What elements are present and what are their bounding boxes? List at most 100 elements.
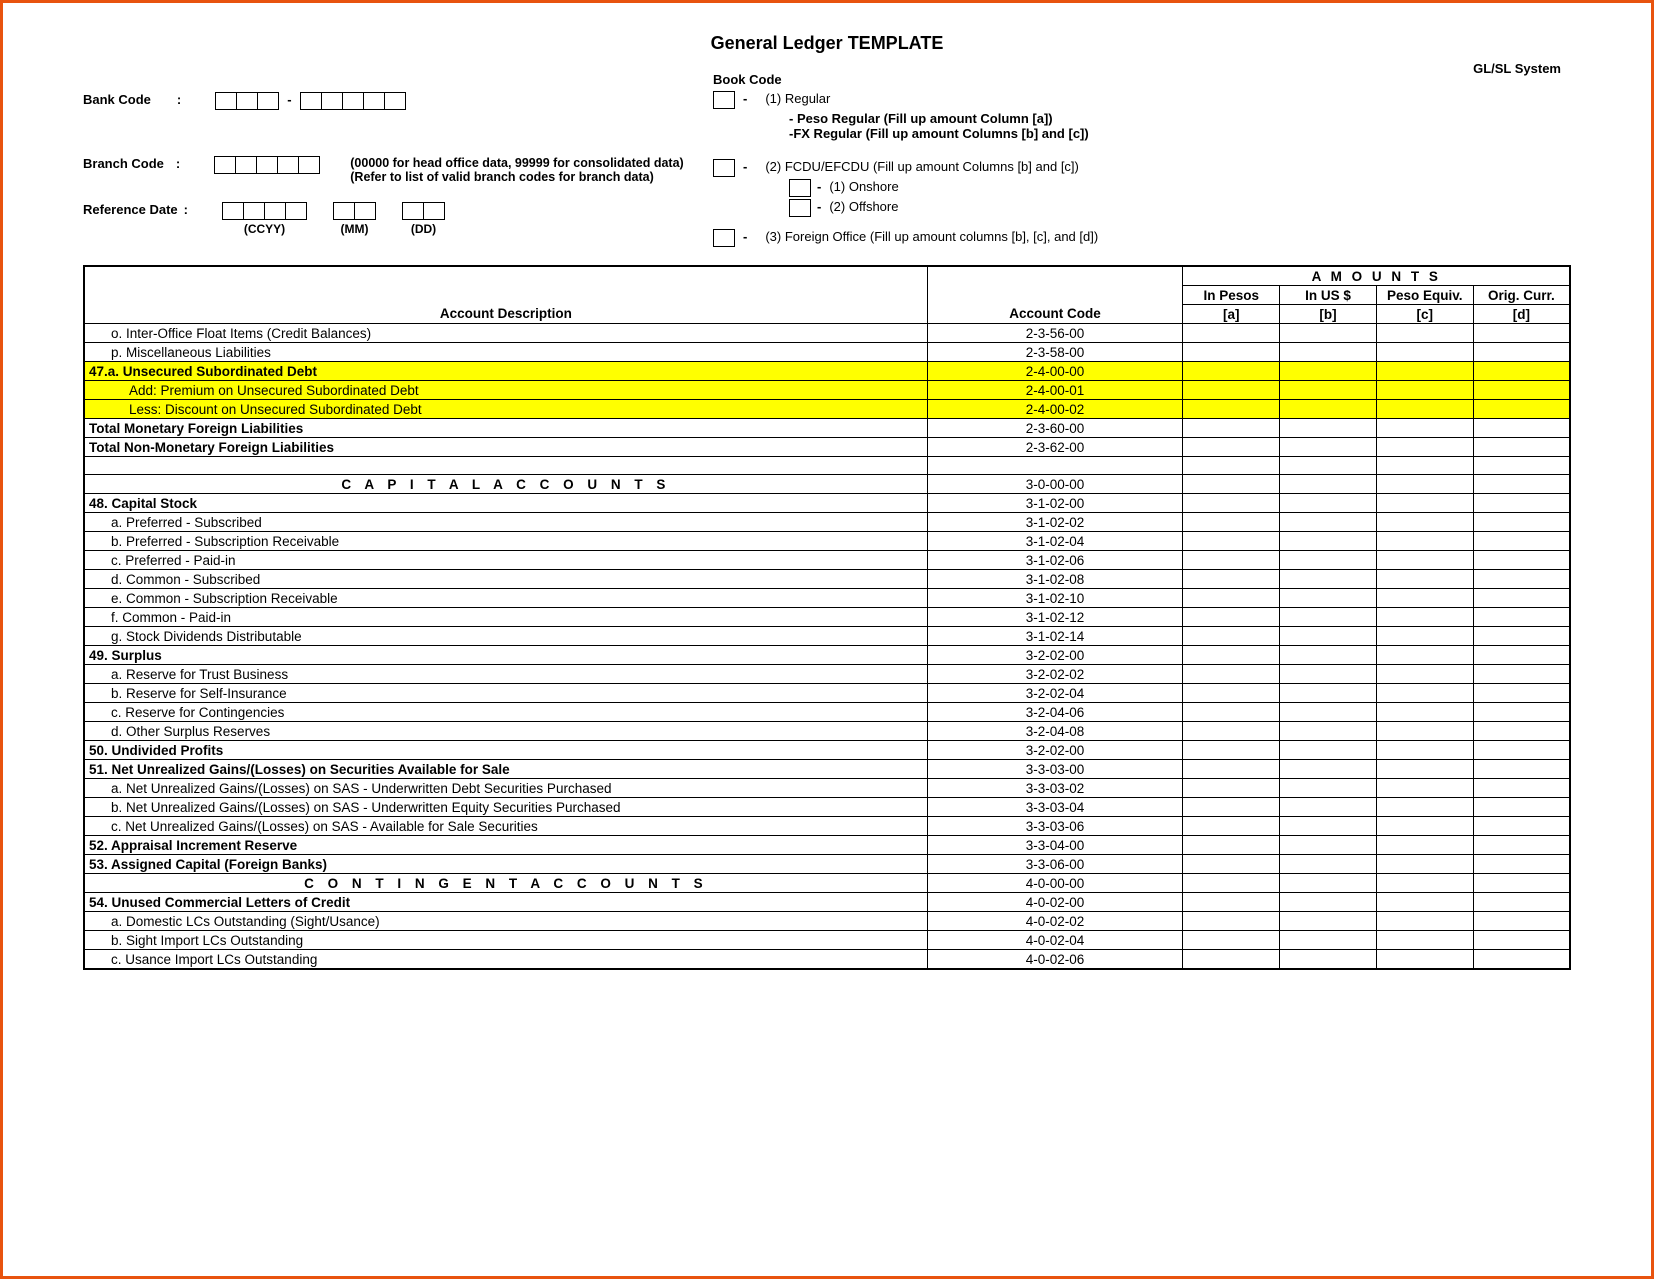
book-box-1[interactable] bbox=[713, 91, 735, 109]
cell-amount[interactable] bbox=[1183, 836, 1280, 855]
cell-amount[interactable] bbox=[1183, 589, 1280, 608]
cell-amount[interactable] bbox=[1183, 494, 1280, 513]
cell-amount[interactable] bbox=[1183, 684, 1280, 703]
cell-amount[interactable] bbox=[1280, 779, 1377, 798]
cell-amount[interactable] bbox=[1183, 893, 1280, 912]
cell-amount[interactable] bbox=[1376, 551, 1473, 570]
cell-amount[interactable] bbox=[1473, 950, 1570, 970]
cell-amount[interactable] bbox=[1473, 627, 1570, 646]
cell-amount[interactable] bbox=[1473, 532, 1570, 551]
cell-amount[interactable] bbox=[1376, 665, 1473, 684]
cell-amount[interactable] bbox=[1280, 362, 1377, 381]
cell-amount[interactable] bbox=[1280, 494, 1377, 513]
cell-amount[interactable] bbox=[1376, 646, 1473, 665]
cell-amount[interactable] bbox=[1280, 324, 1377, 343]
cell-amount[interactable] bbox=[1280, 608, 1377, 627]
cell-amount[interactable] bbox=[1376, 532, 1473, 551]
cell-amount[interactable] bbox=[1473, 381, 1570, 400]
cell-amount[interactable] bbox=[1473, 419, 1570, 438]
cell-amount[interactable] bbox=[1376, 912, 1473, 931]
cell-amount[interactable] bbox=[1376, 475, 1473, 494]
cell-amount[interactable] bbox=[1280, 532, 1377, 551]
cell-amount[interactable] bbox=[1473, 646, 1570, 665]
cell-amount[interactable] bbox=[1473, 589, 1570, 608]
mm-boxes[interactable] bbox=[333, 202, 376, 220]
cell-amount[interactable] bbox=[1376, 627, 1473, 646]
cell-amount[interactable] bbox=[1183, 931, 1280, 950]
cell-amount[interactable] bbox=[1183, 874, 1280, 893]
bank-code-boxes-2[interactable] bbox=[300, 92, 406, 110]
cell-amount[interactable] bbox=[1183, 324, 1280, 343]
cell-amount[interactable] bbox=[1376, 457, 1473, 475]
cell-amount[interactable] bbox=[1280, 343, 1377, 362]
cell-amount[interactable] bbox=[1280, 589, 1377, 608]
cell-amount[interactable] bbox=[1473, 438, 1570, 457]
cell-amount[interactable] bbox=[1280, 551, 1377, 570]
cell-amount[interactable] bbox=[1376, 324, 1473, 343]
cell-amount[interactable] bbox=[1376, 419, 1473, 438]
cell-amount[interactable] bbox=[1280, 741, 1377, 760]
cell-amount[interactable] bbox=[1376, 381, 1473, 400]
cell-amount[interactable] bbox=[1376, 798, 1473, 817]
cell-amount[interactable] bbox=[1473, 874, 1570, 893]
cell-amount[interactable] bbox=[1473, 570, 1570, 589]
book-box-3[interactable] bbox=[713, 229, 735, 247]
branch-code-boxes[interactable] bbox=[214, 156, 320, 174]
cell-amount[interactable] bbox=[1473, 703, 1570, 722]
cell-amount[interactable] bbox=[1473, 798, 1570, 817]
cell-amount[interactable] bbox=[1473, 475, 1570, 494]
cell-amount[interactable] bbox=[1376, 608, 1473, 627]
cell-amount[interactable] bbox=[1183, 798, 1280, 817]
cell-amount[interactable] bbox=[1183, 665, 1280, 684]
cell-amount[interactable] bbox=[1473, 665, 1570, 684]
cell-amount[interactable] bbox=[1280, 722, 1377, 741]
cell-amount[interactable] bbox=[1376, 836, 1473, 855]
cell-amount[interactable] bbox=[1183, 646, 1280, 665]
cell-amount[interactable] bbox=[1183, 627, 1280, 646]
cell-amount[interactable] bbox=[1376, 722, 1473, 741]
cell-amount[interactable] bbox=[1280, 400, 1377, 419]
dd-boxes[interactable] bbox=[402, 202, 445, 220]
cell-amount[interactable] bbox=[1183, 570, 1280, 589]
cell-amount[interactable] bbox=[1183, 779, 1280, 798]
cell-amount[interactable] bbox=[1183, 703, 1280, 722]
cell-amount[interactable] bbox=[1183, 551, 1280, 570]
cell-amount[interactable] bbox=[1280, 798, 1377, 817]
bank-code-boxes-1[interactable] bbox=[215, 92, 279, 110]
cell-amount[interactable] bbox=[1280, 931, 1377, 950]
cell-amount[interactable] bbox=[1280, 760, 1377, 779]
cell-amount[interactable] bbox=[1183, 381, 1280, 400]
cell-amount[interactable] bbox=[1473, 494, 1570, 513]
cell-amount[interactable] bbox=[1183, 400, 1280, 419]
cell-amount[interactable] bbox=[1473, 893, 1570, 912]
cell-amount[interactable] bbox=[1183, 817, 1280, 836]
cell-amount[interactable] bbox=[1280, 893, 1377, 912]
cell-amount[interactable] bbox=[1183, 438, 1280, 457]
cell-amount[interactable] bbox=[1183, 362, 1280, 381]
cell-amount[interactable] bbox=[1280, 703, 1377, 722]
cell-amount[interactable] bbox=[1473, 912, 1570, 931]
cell-amount[interactable] bbox=[1183, 741, 1280, 760]
cell-amount[interactable] bbox=[1280, 817, 1377, 836]
book-box-2a[interactable] bbox=[789, 179, 811, 197]
cell-amount[interactable] bbox=[1473, 722, 1570, 741]
cell-amount[interactable] bbox=[1183, 475, 1280, 494]
cell-amount[interactable] bbox=[1376, 513, 1473, 532]
cell-amount[interactable] bbox=[1280, 836, 1377, 855]
cell-amount[interactable] bbox=[1376, 874, 1473, 893]
book-box-2[interactable] bbox=[713, 159, 735, 177]
cell-amount[interactable] bbox=[1473, 400, 1570, 419]
cell-amount[interactable] bbox=[1183, 950, 1280, 970]
cell-amount[interactable] bbox=[1183, 513, 1280, 532]
cell-amount[interactable] bbox=[1473, 741, 1570, 760]
cell-amount[interactable] bbox=[1376, 400, 1473, 419]
cell-amount[interactable] bbox=[1183, 532, 1280, 551]
cell-amount[interactable] bbox=[1183, 343, 1280, 362]
cell-amount[interactable] bbox=[1280, 855, 1377, 874]
cell-amount[interactable] bbox=[1473, 324, 1570, 343]
cell-amount[interactable] bbox=[1183, 912, 1280, 931]
cell-amount[interactable] bbox=[1473, 817, 1570, 836]
cell-amount[interactable] bbox=[1473, 513, 1570, 532]
cell-amount[interactable] bbox=[1183, 722, 1280, 741]
cell-amount[interactable] bbox=[1376, 779, 1473, 798]
